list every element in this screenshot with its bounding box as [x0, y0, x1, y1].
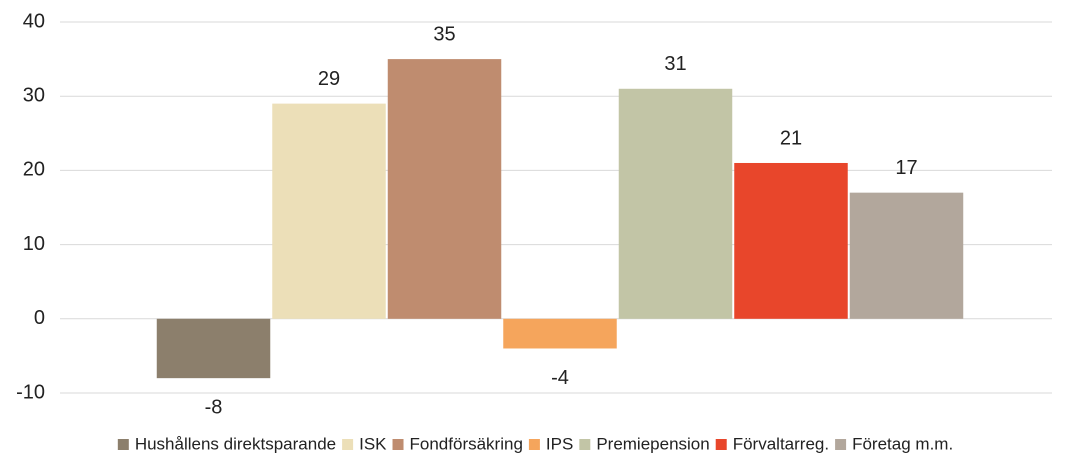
y-tick-label: 30: [23, 84, 45, 106]
y-tick-label: 40: [23, 10, 45, 32]
legend-label: Fondförsäkring: [410, 434, 523, 453]
bar: [156, 318, 271, 379]
y-tick-label: 0: [34, 307, 45, 329]
legend-swatch: [117, 439, 129, 450]
data-label: 17: [895, 157, 917, 179]
legend-swatch: [715, 439, 727, 450]
data-label: -4: [551, 367, 569, 389]
legend-label: Hushållens direktsparande: [135, 434, 336, 453]
legend-label: Företag m.m.: [852, 434, 953, 453]
bar: [734, 162, 848, 319]
bar: [387, 59, 502, 319]
label-bg: [542, 366, 578, 391]
bar: [849, 192, 964, 319]
legend-label: IPS: [546, 434, 573, 453]
legend-swatch: [528, 439, 540, 450]
legend-swatch: [392, 439, 404, 450]
y-tick-label: -10: [16, 381, 45, 403]
legend-swatch: [342, 439, 354, 450]
data-label: 31: [664, 53, 686, 75]
bar: [618, 88, 733, 319]
legend-label: Förvaltarreg.: [733, 434, 829, 453]
bar: [503, 318, 617, 349]
legend-label: ISK: [359, 434, 387, 453]
legend-swatch: [579, 439, 591, 450]
legend-label: Premiepension: [596, 434, 709, 453]
bar: [272, 103, 386, 319]
y-tick-label: 10: [23, 233, 45, 255]
data-label: 35: [433, 23, 455, 45]
data-label: -8: [205, 396, 223, 418]
label-bg: [195, 396, 232, 421]
legend-swatch: [835, 439, 847, 450]
y-tick-label: 20: [23, 159, 45, 181]
data-label: 29: [318, 68, 340, 90]
data-label: 21: [780, 127, 802, 149]
